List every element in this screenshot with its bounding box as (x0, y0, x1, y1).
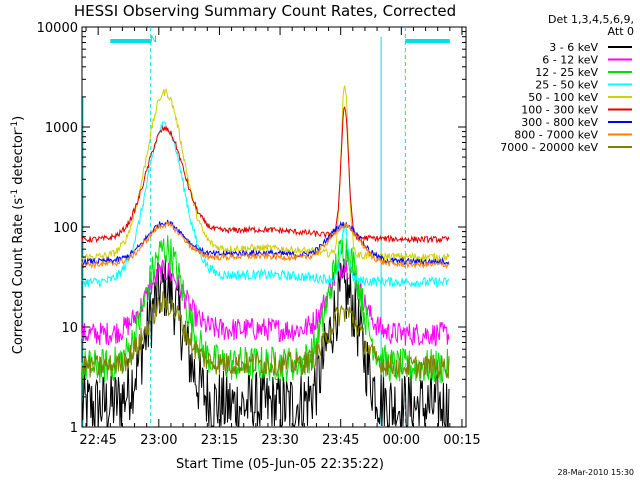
x-tick-label: 23:15 (201, 433, 238, 448)
y-tick-label: 100 (53, 221, 78, 236)
plot-area: N (81, 26, 467, 428)
x-tick-label: 22:45 (79, 433, 116, 448)
x-axis: 22:45 23:00 23:15 23:30 23:45 00:00 00:15 (79, 27, 481, 448)
legend-label: 7000 - 20000 keV (500, 141, 598, 154)
x-tick-label: 00:15 (443, 433, 480, 448)
series-layer (81, 85, 450, 428)
chart-title: HESSI Observing Summary Count Rates, Cor… (74, 2, 456, 20)
series-line (81, 106, 450, 244)
x-tick-label: 23:45 (322, 433, 359, 448)
series-line (81, 256, 450, 428)
night-bar (405, 39, 450, 43)
legend-label: 100 - 300 keV (521, 104, 598, 117)
series-line (81, 85, 450, 263)
annotation-n: N (150, 35, 157, 45)
legend-label: 12 - 25 keV (535, 66, 598, 79)
x-tick-label: 00:00 (383, 433, 420, 448)
legend-label: 50 - 100 keV (528, 91, 598, 104)
y-axis: 1 10 100 1000 10000 (37, 21, 466, 436)
legend-header-line1: Det 1,3,4,5,6,9, (548, 13, 634, 26)
series-line (81, 291, 450, 379)
series-line (81, 220, 450, 270)
legend-header-line2: Att 0 (608, 25, 634, 38)
y-tick-label: 10 (61, 321, 78, 336)
legend-label: 3 - 6 keV (549, 41, 598, 54)
y-tick-label: 1000 (45, 121, 78, 136)
night-bar (110, 39, 151, 43)
series-line (81, 259, 450, 347)
legend-label: 6 - 12 keV (542, 54, 598, 67)
legend-label: 25 - 50 keV (535, 79, 598, 92)
y-tick-label: 1 (70, 421, 78, 436)
legend-label: 800 - 7000 keV (514, 129, 598, 142)
series-line (81, 121, 450, 289)
y-tick-label: 10000 (37, 21, 78, 36)
footer-timestamp: 28-Mar-2010 15:30 (558, 468, 635, 477)
x-axis-label: Start Time (05-Jun-05 22:35:22) (176, 457, 384, 472)
x-tick-label: 23:30 (261, 433, 298, 448)
x-tick-label: 23:00 (140, 433, 177, 448)
y-axis-label: Corrected Count Rate (s-1 detector-1) (10, 116, 26, 354)
legend-label: 300 - 800 keV (521, 116, 598, 129)
